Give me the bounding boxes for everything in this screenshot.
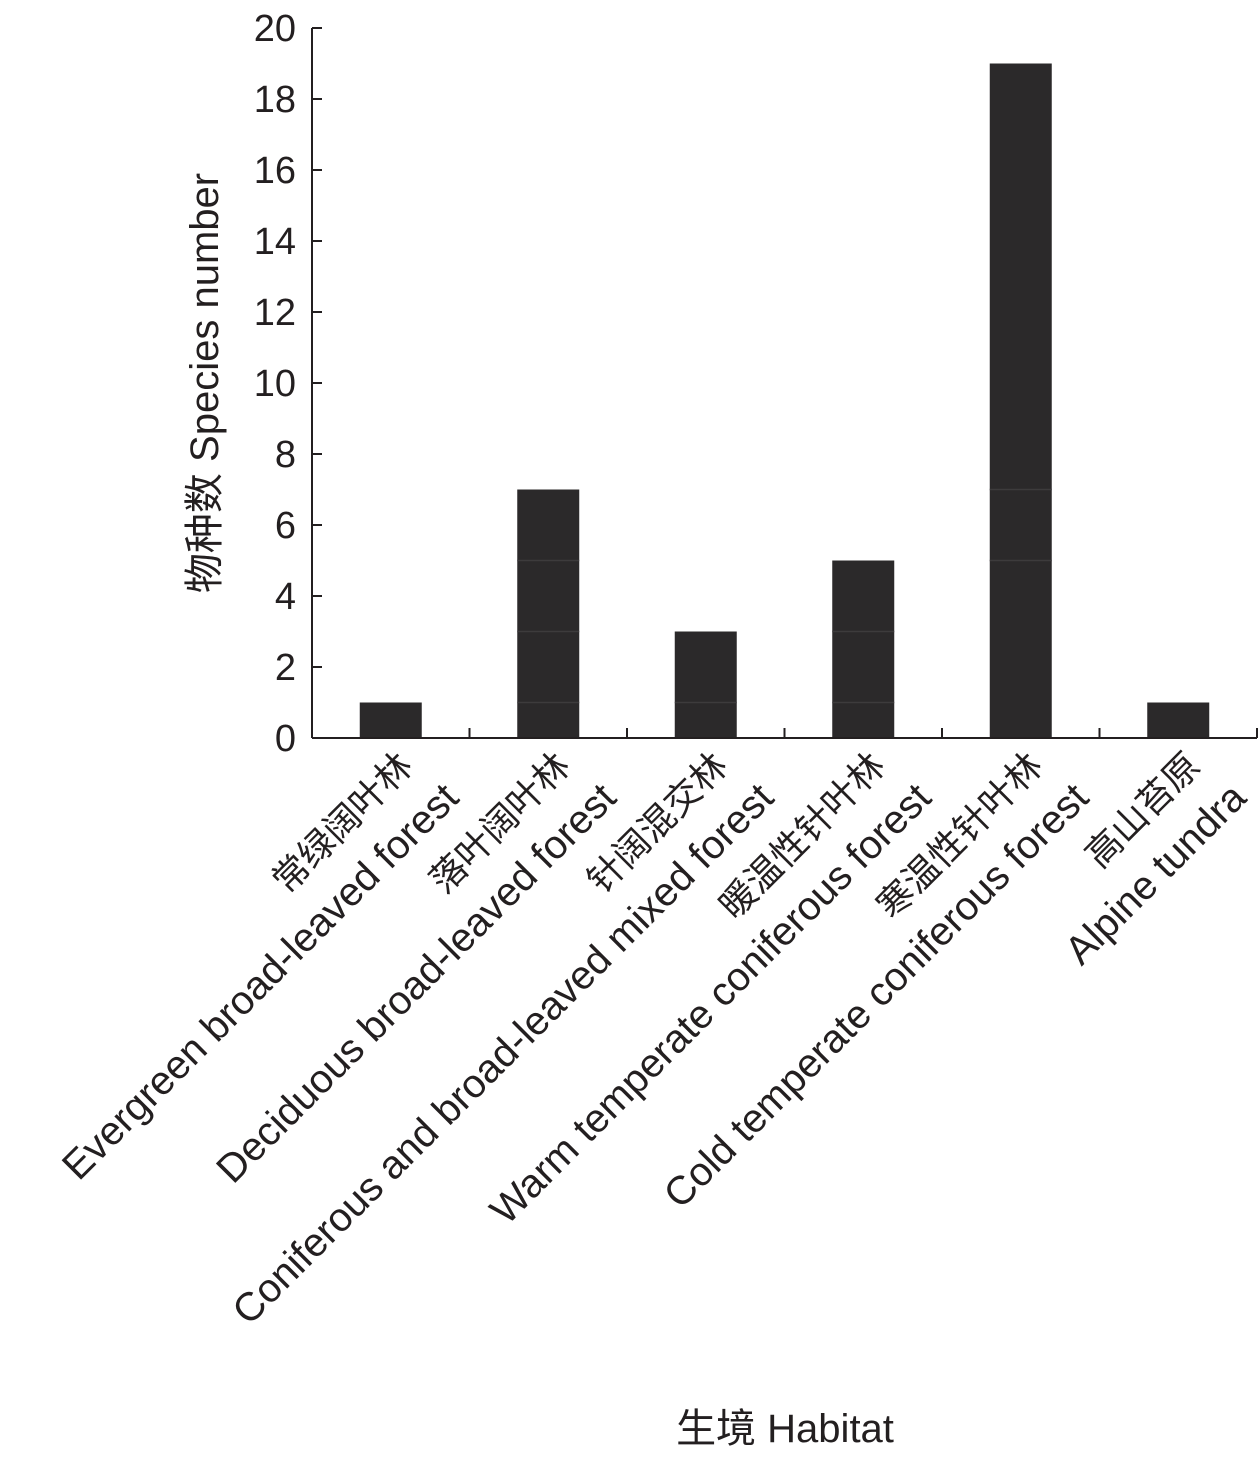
y-tick-label: 20 — [254, 8, 296, 50]
y-tick-label: 4 — [275, 576, 296, 618]
bar — [832, 560, 895, 738]
y-tick-label: 14 — [254, 221, 296, 263]
y-tick-label: 2 — [275, 647, 296, 689]
bar — [674, 631, 737, 738]
axes-layer — [311, 28, 1258, 739]
bars-layer — [359, 63, 1210, 738]
x-axis-title: 生境 Habitat — [676, 1407, 894, 1451]
y-tick-label: 16 — [254, 150, 296, 192]
y-tick-label: 18 — [254, 79, 296, 121]
y-tick-label: 8 — [275, 434, 296, 476]
bar — [517, 489, 580, 738]
y-ticks-layer: 0 2 4 6 8 10 12 14 16 18 20 — [254, 8, 322, 760]
y-tick-label: 12 — [254, 292, 296, 334]
bar — [359, 702, 422, 738]
y-tick-label: 0 — [275, 718, 296, 760]
bar — [989, 63, 1052, 738]
y-axis-title: 物种数 Species number — [183, 173, 227, 593]
y-tick-label: 10 — [254, 363, 296, 405]
y-tick-label: 6 — [275, 505, 296, 547]
bar — [1147, 702, 1210, 738]
